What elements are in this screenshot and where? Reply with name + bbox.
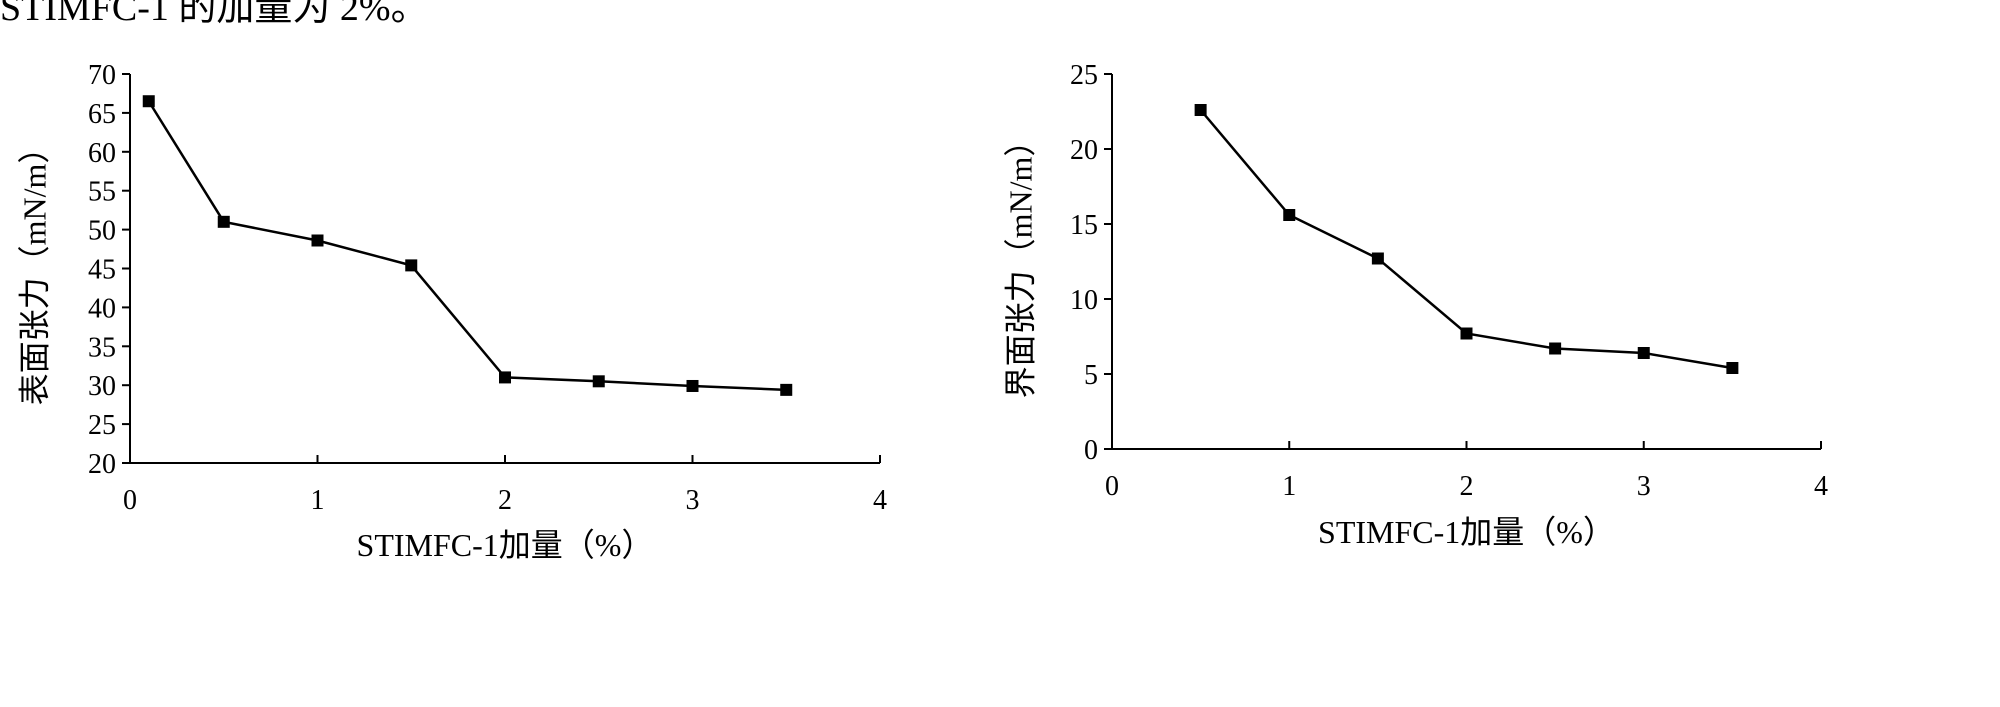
y-axis-title: 表面张力（mN/m） [16,132,52,406]
y-tick-label: 45 [88,255,116,286]
y-tick-label: 15 [1070,210,1098,241]
x-tick-label: 3 [1637,471,1651,502]
y-tick-label: 30 [88,371,116,402]
x-tick-label: 4 [1814,471,1828,502]
data-point [1371,252,1384,265]
data-point [686,379,699,392]
y-tick-label: 25 [1070,60,1098,91]
data-point [499,371,511,384]
data-point [311,234,324,247]
y-tick-label: 0 [1084,435,1098,466]
data-point [1283,209,1296,221]
x-tick-label: 2 [498,485,512,516]
x-tick-label: 0 [123,485,137,516]
y-tick-label: 5 [1084,360,1098,391]
data-point [1460,327,1473,340]
y-tick-label: 50 [88,216,116,247]
x-tick-label: 1 [311,485,325,516]
data-point [217,215,230,228]
data-point [780,383,793,396]
data-point [1549,342,1562,355]
data-point [592,375,605,388]
data-point [1637,347,1650,359]
data-point [1194,104,1207,116]
x-tick-label: 2 [1460,471,1474,502]
data-line [147,100,787,392]
data-point [142,95,155,108]
data-point [1726,362,1739,374]
y-tick-label: 35 [88,332,116,363]
y-tick-label: 40 [88,293,116,324]
y-tick-label: 60 [88,138,116,169]
y-tick-label: 55 [88,177,116,208]
y-tick-label: 25 [88,410,116,441]
y-tick-label: 70 [88,60,116,91]
x-axis-title: STIMFC-1加量（%） [357,527,654,563]
y-tick-label: 65 [88,99,116,130]
y-tick-label: 20 [88,449,116,480]
y-tick-label: 10 [1070,285,1098,316]
x-tick-label: 0 [1105,471,1119,502]
y-tick-label: 20 [1070,135,1098,166]
x-tick-label: 3 [686,485,700,516]
x-axis-title: STIMFC-1加量（%） [1318,514,1615,550]
x-tick-label: 4 [873,485,887,516]
data-point [405,259,418,272]
x-tick-label: 1 [1282,471,1296,502]
y-axis-title: 界面张力（mN/m） [1002,125,1038,399]
header-text: STIMFC-1 的加量为 2%。 [0,0,429,29]
